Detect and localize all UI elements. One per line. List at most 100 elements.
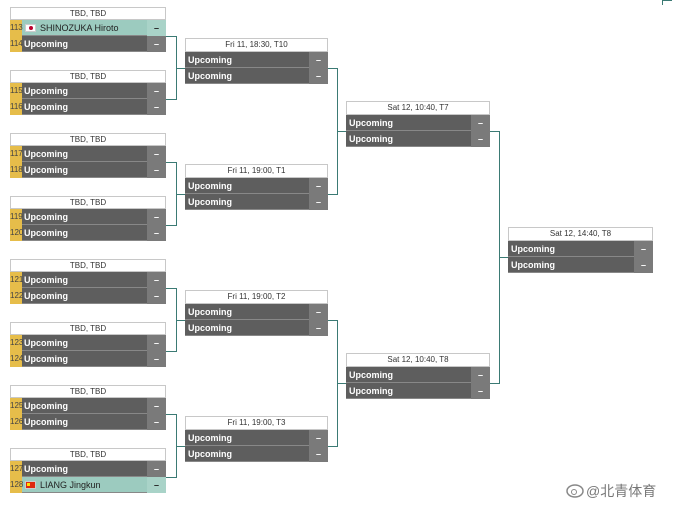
player-name: Upcoming <box>24 149 68 159</box>
player-name: Upcoming <box>24 417 68 427</box>
score: – <box>471 383 490 399</box>
connector <box>176 446 185 447</box>
score: – <box>147 335 166 351</box>
player-name: Upcoming <box>349 370 393 380</box>
player-row: 126 Upcoming – <box>10 414 166 430</box>
connector <box>328 194 337 195</box>
connector <box>490 383 499 384</box>
seed: 121 <box>10 272 23 288</box>
score: – <box>147 272 166 288</box>
player-name: Upcoming <box>188 323 232 333</box>
weibo-icon <box>566 484 584 498</box>
seed: 120 <box>10 225 23 241</box>
player-row: 127 Upcoming – <box>10 461 166 477</box>
connector <box>328 446 337 447</box>
player-name: Upcoming <box>188 307 232 317</box>
score: – <box>309 320 328 336</box>
seed: 118 <box>10 162 23 178</box>
player-name: Upcoming <box>349 118 393 128</box>
player-row: 122 Upcoming – <box>10 288 166 304</box>
connector <box>166 288 176 289</box>
connector <box>176 194 185 195</box>
score: – <box>147 162 166 178</box>
score: – <box>147 146 166 162</box>
score: – <box>147 477 166 493</box>
player-row: 123 Upcoming – <box>10 335 166 351</box>
player-row: 116 Upcoming – <box>10 99 166 115</box>
seed: 114 <box>10 36 23 52</box>
player-name: LIANG Jingkun <box>40 480 101 490</box>
player-row: Upcoming – <box>185 304 328 320</box>
score: – <box>147 225 166 241</box>
match-header: Fri 11, 19:00, T1 <box>185 164 328 178</box>
match-header: Fri 11, 18:30, T10 <box>185 38 328 52</box>
player-name: Upcoming <box>188 433 232 443</box>
match-header: TBD, TBD <box>10 196 166 209</box>
score: – <box>147 461 166 477</box>
connector <box>337 383 346 384</box>
seed: 126 <box>10 414 23 430</box>
score: – <box>309 430 328 446</box>
player-name: Upcoming <box>349 386 393 396</box>
match-header: Fri 11, 19:00, T2 <box>185 290 328 304</box>
connector <box>176 320 185 321</box>
seed: 127 <box>10 461 23 477</box>
match-header: TBD, TBD <box>10 385 166 398</box>
player-row: Upcoming – <box>185 446 328 462</box>
connector <box>328 320 337 321</box>
player-row: Upcoming – <box>346 131 490 147</box>
score: – <box>471 115 490 131</box>
player-name: Upcoming <box>24 86 68 96</box>
player-name: Upcoming <box>188 449 232 459</box>
connector <box>166 351 176 352</box>
player-row: Upcoming – <box>185 52 328 68</box>
player-row: Upcoming – <box>346 367 490 383</box>
match-header: Sat 12, 10:40, T7 <box>346 101 490 115</box>
player-row: 118 Upcoming – <box>10 162 166 178</box>
player-row: Upcoming – <box>508 241 653 257</box>
score: – <box>147 20 166 36</box>
player-name: Upcoming <box>511 260 555 270</box>
player-name: Upcoming <box>511 244 555 254</box>
score: – <box>147 99 166 115</box>
player-name: Upcoming <box>24 102 68 112</box>
score: – <box>309 52 328 68</box>
player-name: Upcoming <box>24 291 68 301</box>
player-row: 121 Upcoming – <box>10 272 166 288</box>
score: – <box>471 367 490 383</box>
watermark-text: @北青体育 <box>586 483 657 499</box>
player-row: Upcoming – <box>185 178 328 194</box>
connector <box>499 257 508 258</box>
score: – <box>634 241 653 257</box>
watermark: @北青体育 <box>566 482 686 500</box>
player-name: Upcoming <box>24 354 68 364</box>
seed: 125 <box>10 398 23 414</box>
score: – <box>309 446 328 462</box>
player-row: 120 Upcoming – <box>10 225 166 241</box>
player-row: 113 SHINOZUKA Hiroto – <box>10 20 166 36</box>
seed: 117 <box>10 146 23 162</box>
connector <box>166 162 176 163</box>
connector <box>328 68 337 69</box>
player-row: Upcoming – <box>346 383 490 399</box>
player-name: Upcoming <box>24 165 68 175</box>
match-header: Sat 12, 14:40, T8 <box>508 227 653 241</box>
connector <box>166 414 176 415</box>
connector <box>490 131 499 132</box>
match-header: TBD, TBD <box>10 70 166 83</box>
flag-emblem <box>29 26 33 30</box>
score: – <box>147 36 166 52</box>
score: – <box>309 68 328 84</box>
seed: 116 <box>10 99 23 115</box>
score: – <box>309 194 328 210</box>
player-name: Upcoming <box>188 181 232 191</box>
connector <box>166 225 176 226</box>
player-name: Upcoming <box>24 228 68 238</box>
player-name: Upcoming <box>24 338 68 348</box>
player-row: Upcoming – <box>508 257 653 273</box>
match-header: TBD, TBD <box>10 259 166 272</box>
connector <box>176 68 185 69</box>
player-row: 128 LIANG Jingkun – <box>10 477 166 493</box>
player-name: Upcoming <box>188 197 232 207</box>
player-row: Upcoming – <box>185 320 328 336</box>
